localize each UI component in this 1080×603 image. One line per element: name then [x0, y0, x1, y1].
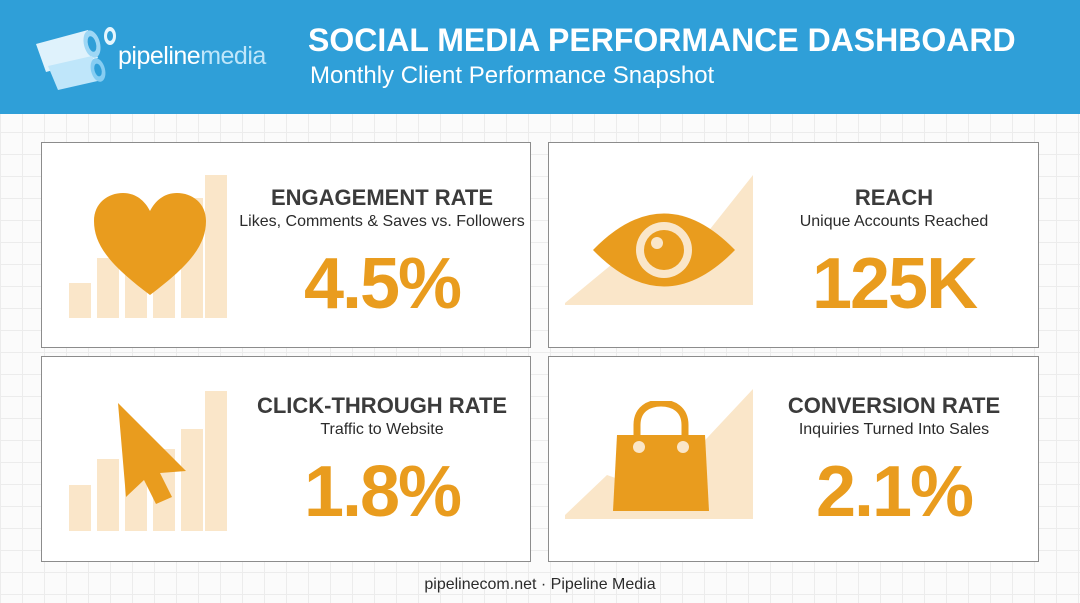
- conversion-rate-card: CONVERSION RATE Inquiries Turned Into Sa…: [548, 356, 1039, 562]
- click-through-rate-label: CLICK-THROUGH RATE: [256, 393, 508, 418]
- logo-text-secondary: media: [200, 42, 266, 70]
- logo-text: pipelinemedia: [118, 42, 266, 71]
- page-subtitle: Monthly Client Performance Snapshot: [310, 62, 715, 89]
- page-title: SOCIAL MEDIA PERFORMANCE DASHBOARD: [308, 22, 1016, 58]
- footer-text: pipelinecom.net · Pipeline Media: [424, 576, 656, 593]
- reach-description: Unique Accounts Reached: [799, 213, 989, 230]
- reach-card: REACH Unique Accounts Reached 125K: [548, 142, 1039, 348]
- engagement-rate-description: Likes, Comments & Saves vs. Followers: [239, 213, 525, 230]
- conversion-rate-label: CONVERSION RATE: [787, 393, 1001, 418]
- heart-icon: [94, 193, 206, 295]
- reach-label: REACH: [854, 185, 934, 210]
- conversion-rate-description: Inquiries Turned Into Sales: [798, 421, 990, 438]
- engagement-rate-card: ENGAGEMENT RATE Likes, Comments & Saves …: [41, 142, 531, 348]
- click-through-rate-description: Traffic to Website: [320, 421, 444, 438]
- click-through-rate-card: CLICK-THROUGH RATE Traffic to Website 1.…: [41, 356, 531, 562]
- cursor-arrow-icon: [118, 403, 186, 504]
- logo-text-primary: pipeline: [118, 42, 201, 70]
- engagement-rate-label: ENGAGEMENT RATE: [270, 185, 494, 210]
- shopping-bag-icon: [613, 401, 709, 511]
- header-banner: pipelinemedia SOCIAL MEDIA PERFORMANCE D…: [0, 0, 1080, 114]
- engagement-rate-value: 4.5%: [303, 244, 462, 324]
- reach-value: 125K: [811, 244, 978, 324]
- eye-icon: [593, 213, 735, 287]
- logo: pipelinemedia: [30, 22, 280, 92]
- conversion-rate-value: 2.1%: [815, 452, 974, 532]
- click-through-rate-value: 1.8%: [303, 452, 462, 532]
- pipe-logo-icon: [36, 27, 116, 90]
